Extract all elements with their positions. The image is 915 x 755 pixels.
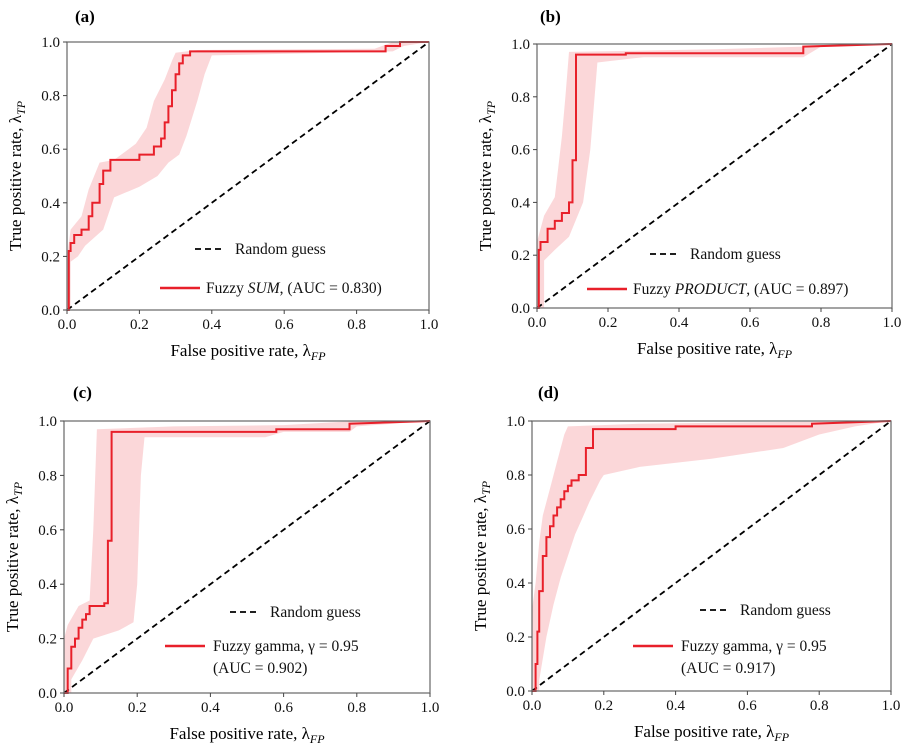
- x-tick-label: 0.6: [274, 700, 293, 716]
- x-tick-label: 0.8: [812, 315, 831, 331]
- x-tick-label: 0.2: [599, 315, 618, 331]
- panel-d: (d) 0.0 0.2 0.4 0.6 0.8 1.0 0.0 0.2 0.4 0.6 0.8 1.0 F…: [471, 383, 900, 744]
- random-guess-line: [536, 43, 893, 309]
- panel-a: (a) 0.0 0.2 0.4 0.6 0.8 1.0 0.0 0.2 0.4 0.6 0.8 1.0 F…: [6, 7, 438, 363]
- x-tick-label: 1.0: [883, 315, 902, 331]
- random-guess-line: [66, 41, 430, 311]
- confidence-band: [67, 42, 429, 310]
- confidence-band: [537, 44, 892, 308]
- legend-random-guess: Random guess: [740, 602, 831, 619]
- confidence-band: [532, 421, 891, 691]
- x-tick-label: 1.0: [421, 700, 440, 716]
- y-tick-label: 0.0: [38, 686, 57, 702]
- panel-label: (b): [540, 7, 561, 26]
- x-tick-label: 0.6: [738, 698, 757, 714]
- y-axis-label: True positive rate, λTP: [3, 481, 25, 632]
- x-tick-label: 0.0: [58, 317, 77, 333]
- legend-auc-label: (AUC = 0.917): [681, 660, 775, 677]
- roc-curve: [532, 420, 892, 692]
- legend-random-guess: Random guess: [690, 246, 781, 263]
- y-tick-label: 1.0: [511, 37, 530, 53]
- y-tick-label: 0.0: [41, 303, 60, 319]
- y-axis-label: True positive rate, λTP: [476, 100, 498, 251]
- x-axis-label: False positive rate, λFP: [637, 339, 793, 361]
- legend-random-guess: Random guess: [235, 241, 326, 258]
- roc-curve: [67, 41, 429, 311]
- x-tick-label: 0.0: [528, 315, 547, 331]
- y-tick-label: 0.6: [511, 143, 530, 159]
- y-tick-label: 0.2: [511, 248, 530, 264]
- panel-label: (c): [73, 383, 92, 402]
- x-axis-label: False positive rate, λFP: [169, 724, 325, 746]
- x-tick-label: 0.6: [275, 317, 294, 333]
- y-tick-label: 0.2: [506, 630, 525, 646]
- panel-label: (a): [75, 7, 95, 26]
- y-axis-label: True positive rate, λTP: [471, 480, 493, 631]
- x-tick-label: 0.2: [130, 317, 149, 333]
- legend: Random guess Fuzzy PRODUCT, (AUC = 0.897): [587, 246, 848, 298]
- random-guess-line: [531, 420, 892, 692]
- y-tick-label: 1.0: [41, 35, 60, 51]
- panel-b: (b) 0.0 0.2 0.4 0.6 0.8 1.0 0.0 0.2 0.4 0.6 0.8 1.0 F…: [476, 7, 901, 361]
- legend-auc-label: (AUC = 0.902): [213, 660, 307, 677]
- legend: Random guess Fuzzy gamma, γ = 0.95 (AUC = …: [633, 602, 831, 677]
- y-tick-label: 1.0: [506, 414, 525, 430]
- confidence-band: [64, 421, 430, 693]
- x-axis-label: False positive rate, λFP: [634, 722, 790, 744]
- legend-roc-label: Fuzzy gamma, γ = 0.95: [681, 638, 827, 655]
- x-tick-label: 0.4: [670, 315, 689, 331]
- x-tick-label: 0.6: [741, 315, 760, 331]
- x-tick-label: 0.8: [347, 700, 366, 716]
- y-tick-label: 0.6: [506, 522, 525, 538]
- y-tick-label: 0.4: [511, 195, 530, 211]
- y-tick-label: 1.0: [38, 414, 57, 430]
- random-guess-line: [63, 420, 431, 694]
- x-tick-label: 0.2: [128, 700, 147, 716]
- x-tick-label: 0.0: [523, 698, 542, 714]
- y-tick-label: 0.2: [41, 249, 60, 265]
- legend: Random guess Fuzzy gamma, γ = 0.95 (AUC = …: [165, 604, 361, 677]
- panel-label: (d): [538, 383, 559, 402]
- y-tick-label: 0.2: [38, 632, 57, 648]
- y-tick-label: 0.8: [506, 468, 525, 484]
- y-tick-label: 0.4: [506, 576, 525, 592]
- roc-curve: [537, 43, 893, 309]
- legend-random-guess: Random guess: [270, 604, 361, 621]
- y-axis-label: True positive rate, λTP: [6, 100, 28, 251]
- y-tick-label: 0.0: [511, 301, 530, 317]
- x-tick-label: 1.0: [882, 698, 901, 714]
- x-axis-label: False positive rate, λFP: [170, 341, 326, 363]
- x-tick-label: 0.4: [666, 698, 685, 714]
- x-tick-label: 0.4: [201, 700, 220, 716]
- y-tick-label: 0.4: [38, 577, 57, 593]
- plot-frame: [531, 420, 892, 692]
- x-tick-label: 0.4: [202, 317, 221, 333]
- x-tick-label: 1.0: [420, 317, 439, 333]
- x-tick-label: 0.8: [810, 698, 829, 714]
- y-tick-label: 0.8: [511, 90, 530, 106]
- y-tick-label: 0.8: [38, 468, 57, 484]
- y-tick-label: 0.4: [41, 196, 60, 212]
- legend-roc-label: Fuzzy gamma, γ = 0.95: [213, 638, 359, 655]
- plot-frame: [63, 420, 431, 694]
- y-tick-label: 0.8: [41, 89, 60, 105]
- roc-curve: [64, 420, 431, 694]
- legend: Random guess Fuzzy SUM, (AUC = 0.830): [160, 241, 382, 297]
- panel-c: (c) 0.0 0.2 0.4 0.6 0.8 1.0 0.0 0.2 0.4 0.6 0.8 1.0 F…: [3, 383, 439, 746]
- x-tick-label: 0.8: [347, 317, 366, 333]
- plot-frame: [66, 41, 430, 311]
- x-tick-label: 0.2: [594, 698, 613, 714]
- x-tick-label: 0.0: [55, 700, 74, 716]
- legend-roc-label: Fuzzy SUM, (AUC = 0.830): [206, 280, 382, 297]
- y-tick-label: 0.0: [506, 684, 525, 700]
- plot-frame: [536, 43, 893, 309]
- y-tick-label: 0.6: [38, 523, 57, 539]
- y-tick-label: 0.6: [41, 142, 60, 158]
- legend-roc-label: Fuzzy PRODUCT, (AUC = 0.897): [633, 281, 848, 298]
